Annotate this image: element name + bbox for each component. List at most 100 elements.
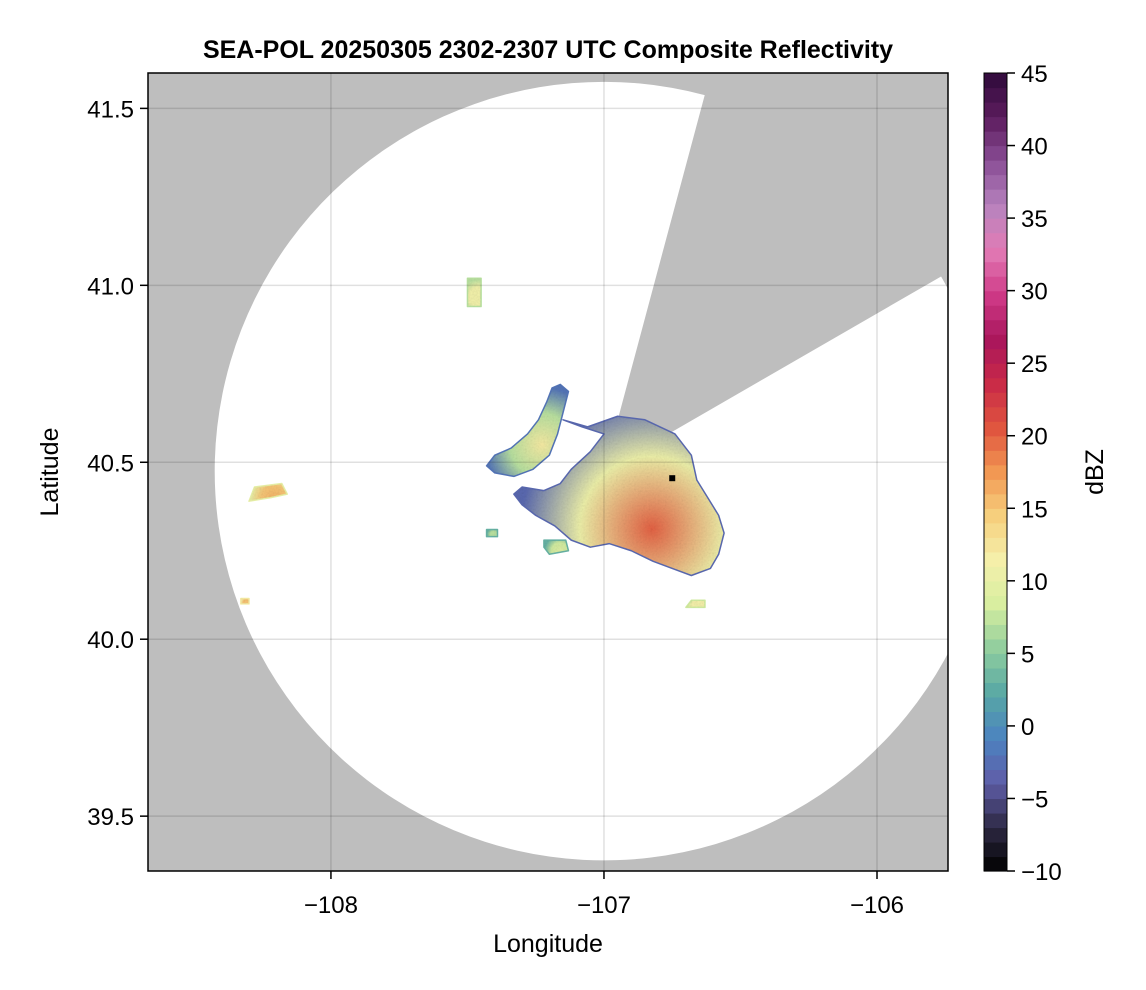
y-tick-label: 41.5 xyxy=(87,96,134,123)
colorbar-bin xyxy=(984,392,1007,408)
echo-region-north-scatter xyxy=(466,277,482,308)
colorbar-bin xyxy=(984,580,1007,596)
colorbar-bin xyxy=(984,827,1007,843)
colorbar-tick-label: 45 xyxy=(1021,61,1048,88)
colorbar-bin xyxy=(984,73,1007,89)
colorbar-bin xyxy=(984,305,1007,321)
echo-region-west-cell xyxy=(248,482,288,502)
colorbar-bin xyxy=(984,682,1007,698)
colorbar-tick-label: 25 xyxy=(1021,351,1048,378)
colorbar-bin xyxy=(984,856,1007,872)
colorbar-tick-label: 30 xyxy=(1021,279,1048,306)
colorbar-bin xyxy=(984,145,1007,161)
colorbar-bin xyxy=(984,116,1007,132)
echo-region-southeast-cell xyxy=(685,599,706,609)
colorbar-bin xyxy=(984,334,1007,350)
colorbar-bin xyxy=(984,479,1007,495)
y-tick-label: 40.0 xyxy=(87,627,134,654)
colorbar-bin xyxy=(984,348,1007,364)
colorbar-bin xyxy=(984,508,1007,524)
colorbar-tick-label: 15 xyxy=(1021,496,1048,523)
colorbar xyxy=(983,72,1008,872)
colorbar-bin xyxy=(984,218,1007,234)
y-tick-label: 39.5 xyxy=(87,804,134,831)
colorbar-bin xyxy=(984,667,1007,683)
colorbar-bin xyxy=(984,740,1007,756)
colorbar-bin xyxy=(984,102,1007,118)
colorbar-bin xyxy=(984,522,1007,538)
colorbar-tick-label: −5 xyxy=(1021,786,1048,813)
x-tick-label: −107 xyxy=(577,892,631,919)
x-tick-label: −108 xyxy=(304,892,358,919)
colorbar-bin xyxy=(984,435,1007,451)
colorbar-bin xyxy=(984,203,1007,219)
colorbar-bin xyxy=(984,261,1007,277)
colorbar-tick-label: 0 xyxy=(1021,714,1034,741)
y-tick-label: 41.0 xyxy=(87,273,134,300)
colorbar-bin xyxy=(984,754,1007,771)
colorbar-tick-label: 5 xyxy=(1021,641,1034,668)
colorbar-bin xyxy=(984,174,1007,190)
colorbar-bin xyxy=(984,319,1007,335)
echo-texture xyxy=(467,278,482,307)
plot-area xyxy=(148,73,948,871)
y-axis-ticks: 39.5 40.0 40.5 41.0 41.5 xyxy=(87,96,148,831)
colorbar-bin xyxy=(984,638,1007,654)
echo-texture xyxy=(240,598,250,604)
echo-texture xyxy=(486,529,498,537)
echo-texture xyxy=(543,540,569,555)
plot-frame xyxy=(147,72,949,872)
echo-texture xyxy=(685,600,705,608)
colorbar-bin xyxy=(984,624,1007,640)
colorbar-label: dBZ xyxy=(1081,449,1109,495)
colorbar-bin xyxy=(984,290,1007,306)
x-tick-label: −106 xyxy=(850,892,904,919)
chart-title: SEA-POL 20250305 2302-2307 UTC Composite… xyxy=(203,36,893,64)
x-axis-ticks: −108 −107 −106 xyxy=(304,871,904,919)
colorbar-bin xyxy=(984,769,1007,785)
colorbar-bin xyxy=(984,160,1007,176)
colorbar-bin xyxy=(984,566,1007,582)
colorbar-bin xyxy=(984,595,1007,611)
y-tick-label: 40.5 xyxy=(87,450,134,477)
colorbar-bin xyxy=(984,798,1007,814)
echo-region-southwest-cell xyxy=(240,597,250,605)
colorbar-bin xyxy=(984,464,1007,480)
y-axis-label: Latitude xyxy=(36,428,64,517)
radar-site-marker xyxy=(669,475,676,482)
x-axis-label: Longitude xyxy=(493,930,603,958)
colorbar-bin xyxy=(984,232,1007,248)
colorbar-bin xyxy=(984,653,1007,669)
colorbar-tick-label: 20 xyxy=(1021,424,1048,451)
colorbar-bin xyxy=(984,812,1007,829)
colorbar-tick-label: 35 xyxy=(1021,206,1048,233)
colorbar-bin xyxy=(984,783,1007,800)
colorbar-bin xyxy=(984,841,1007,858)
colorbar-bin xyxy=(984,725,1007,742)
colorbar-bin xyxy=(984,450,1007,466)
colorbar-bin xyxy=(984,377,1007,393)
colorbar-bin xyxy=(984,609,1007,625)
colorbar-bin xyxy=(984,696,1007,712)
colorbar-bin xyxy=(984,247,1007,263)
colorbar-tick-label: 40 xyxy=(1021,134,1048,161)
echo-region-south-cell xyxy=(543,539,570,556)
colorbar-tick-label: 10 xyxy=(1021,569,1048,596)
colorbar-bin xyxy=(984,711,1007,727)
colorbar-bin xyxy=(984,363,1007,379)
colorbar-bin xyxy=(984,131,1007,147)
colorbar-ticks: −10 −5 0 5 10 15 20 25 30 35 40 45 xyxy=(1007,61,1062,886)
colorbar-bin xyxy=(984,421,1007,437)
grid-lines xyxy=(148,73,948,871)
colorbar-bin xyxy=(984,551,1007,567)
colorbar-bin xyxy=(984,189,1007,205)
colorbar-bin xyxy=(984,406,1007,422)
colorbar-bin xyxy=(984,276,1007,292)
colorbar-bin xyxy=(984,537,1007,553)
colorbar-tick-label: −10 xyxy=(1021,859,1062,886)
echo-region-west-small-cell xyxy=(485,528,499,538)
colorbar-bin xyxy=(984,87,1007,103)
colorbar-frame xyxy=(983,72,1008,872)
colorbar-bin xyxy=(984,493,1007,509)
